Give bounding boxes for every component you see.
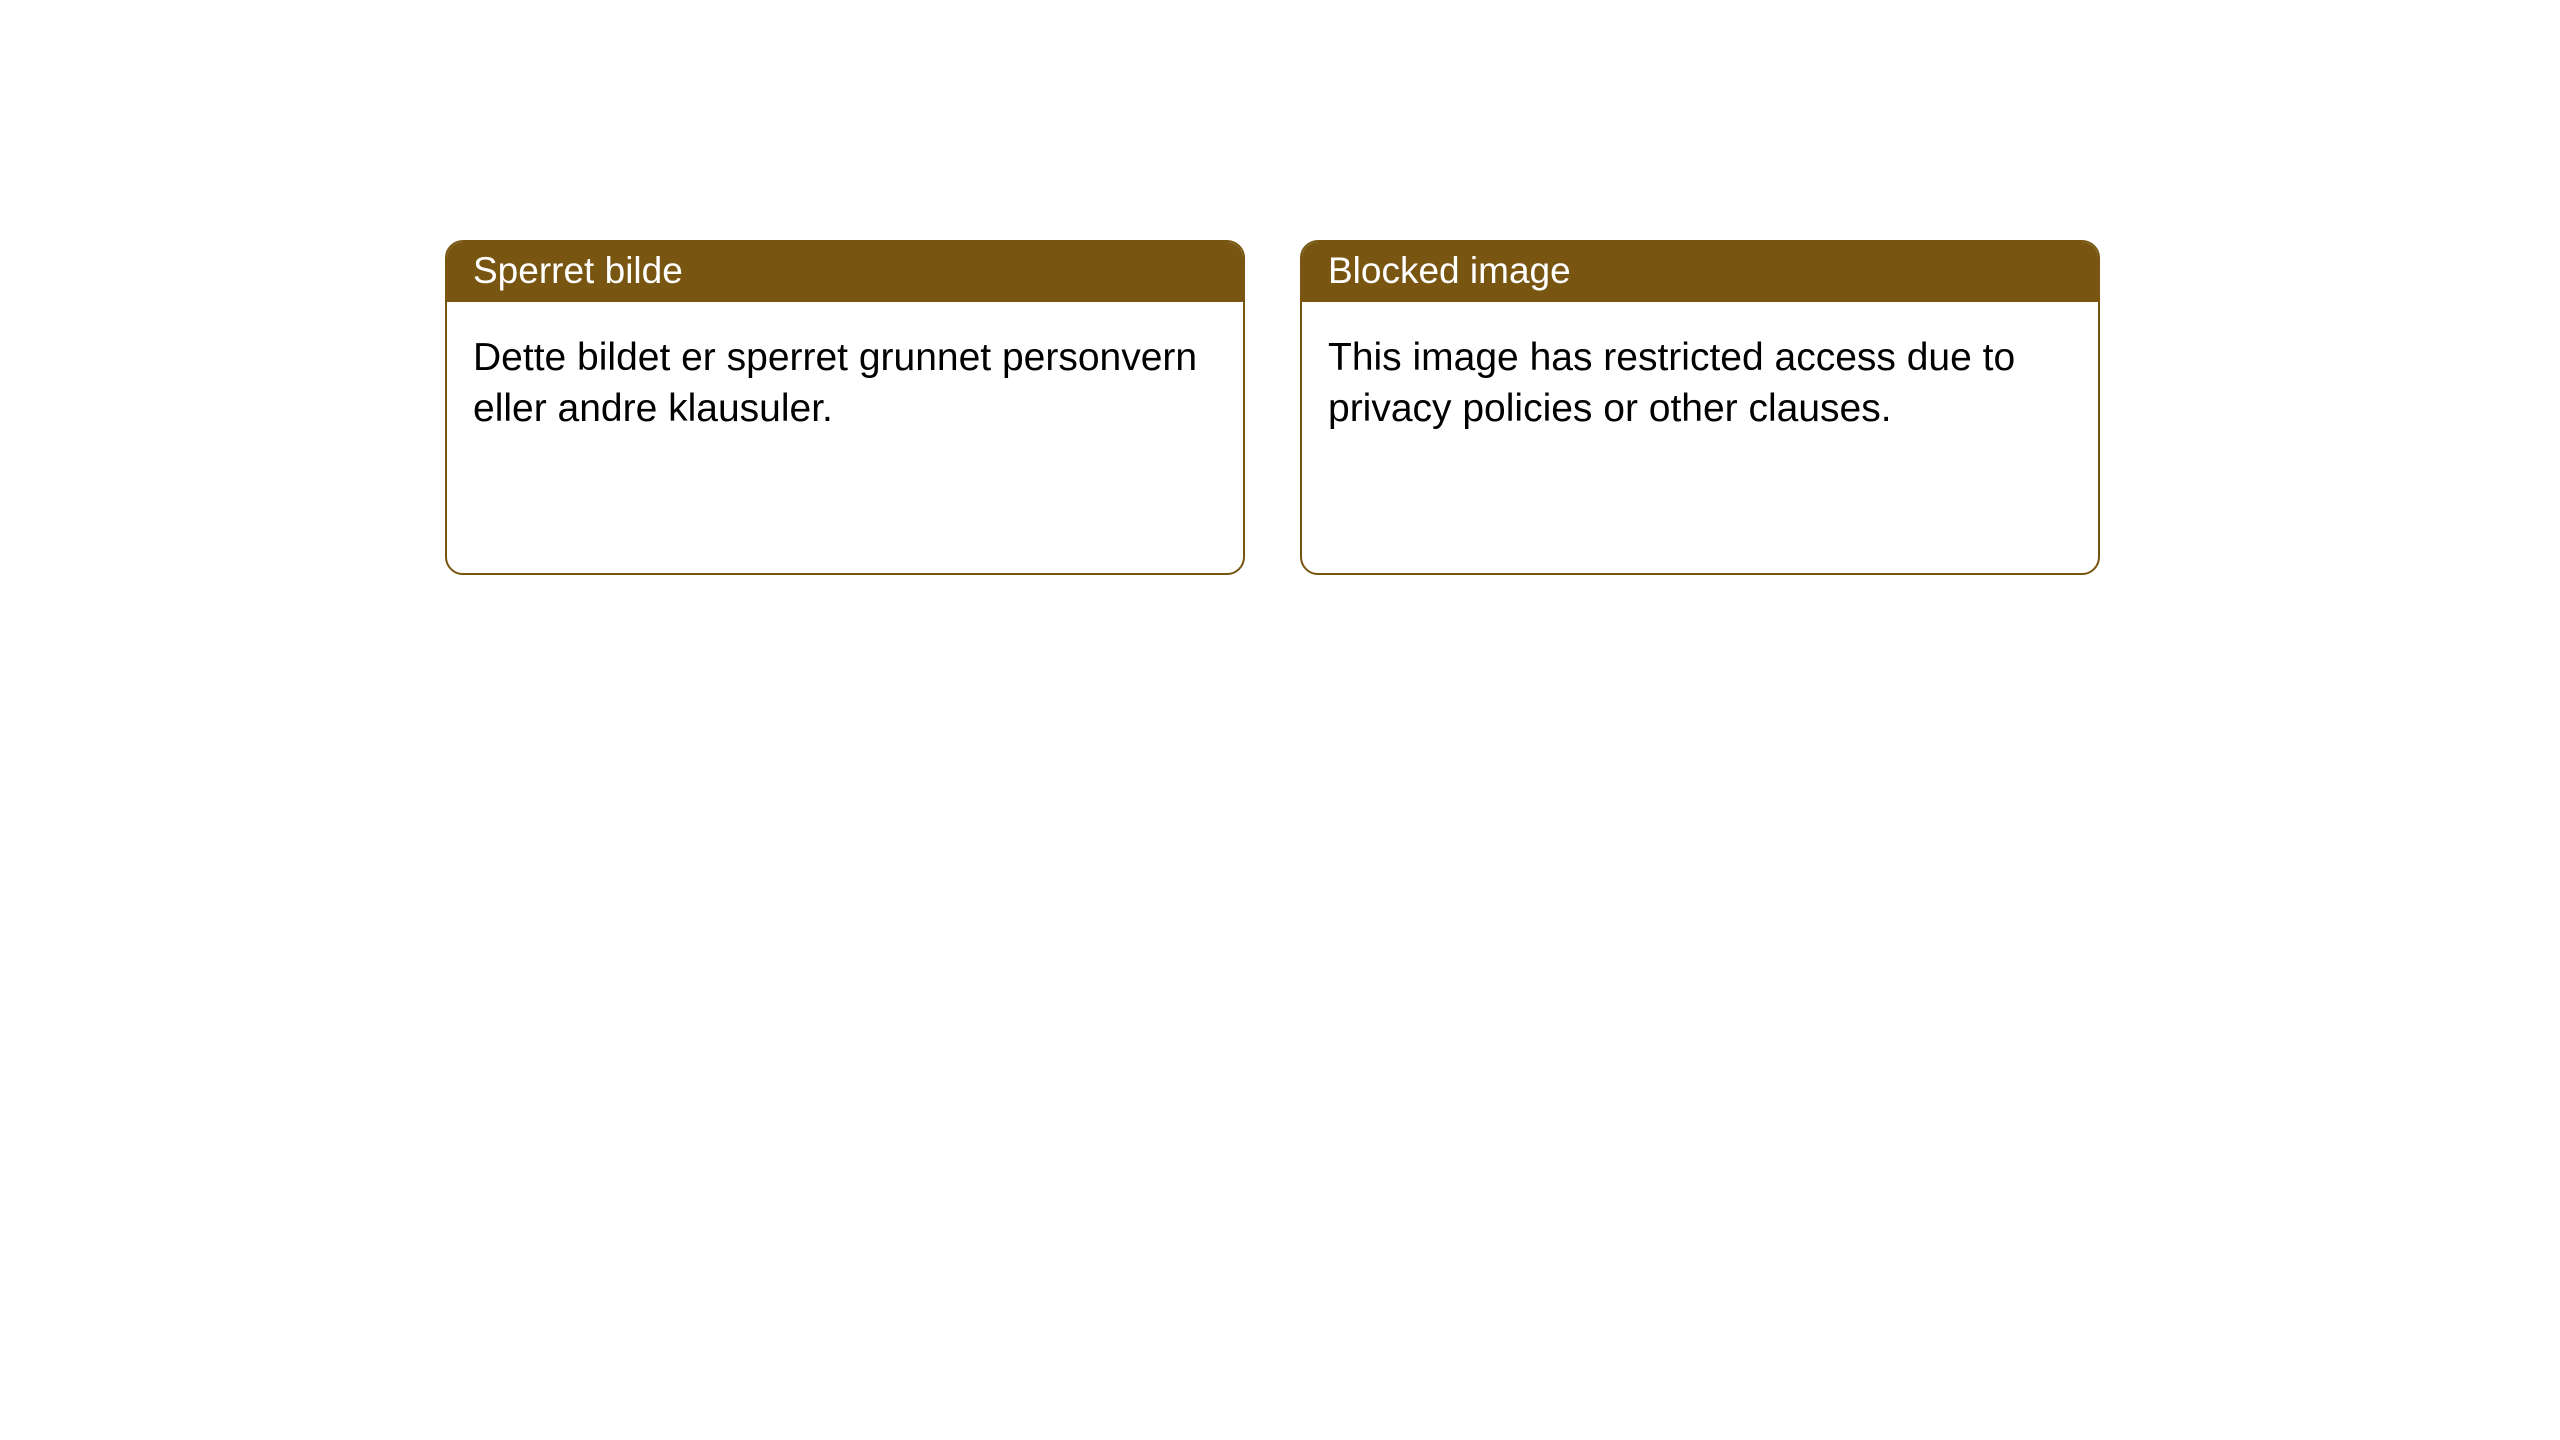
notice-title: Sperret bilde bbox=[447, 242, 1243, 302]
notice-card-norwegian: Sperret bilde Dette bildet er sperret gr… bbox=[445, 240, 1245, 575]
notice-body-text: This image has restricted access due to … bbox=[1302, 302, 2098, 465]
notice-body-text: Dette bildet er sperret grunnet personve… bbox=[447, 302, 1243, 465]
notice-title: Blocked image bbox=[1302, 242, 2098, 302]
notice-card-english: Blocked image This image has restricted … bbox=[1300, 240, 2100, 575]
notice-container: Sperret bilde Dette bildet er sperret gr… bbox=[0, 0, 2560, 575]
